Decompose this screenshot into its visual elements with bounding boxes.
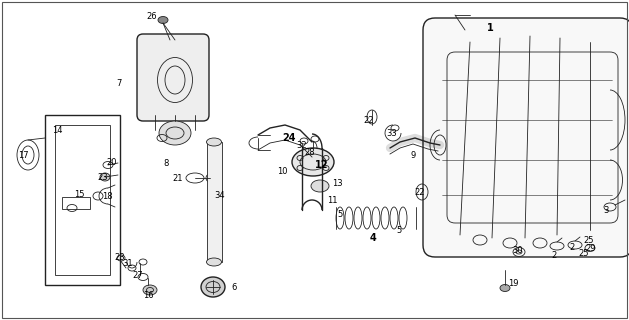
Text: 7: 7	[116, 78, 121, 87]
Ellipse shape	[311, 180, 329, 192]
Bar	[207, 142, 222, 262]
Ellipse shape	[143, 285, 157, 295]
Text: 28: 28	[304, 148, 315, 156]
Text: 26: 26	[147, 12, 157, 20]
Ellipse shape	[158, 17, 168, 23]
Text: 24: 24	[282, 133, 296, 143]
Text: 27: 27	[133, 270, 143, 279]
Ellipse shape	[100, 173, 110, 181]
FancyBboxPatch shape	[137, 34, 209, 121]
Bar	[45, 115, 120, 285]
Text: 16: 16	[143, 291, 153, 300]
Text: 19: 19	[508, 279, 518, 289]
Text: 8: 8	[164, 158, 169, 167]
Text: 12: 12	[315, 160, 329, 170]
FancyBboxPatch shape	[423, 18, 629, 257]
Text: 10: 10	[277, 166, 287, 175]
Text: 2: 2	[552, 251, 557, 260]
Ellipse shape	[206, 138, 221, 146]
Text: 33: 33	[387, 129, 398, 138]
Text: 25: 25	[579, 250, 589, 259]
Text: 34: 34	[214, 190, 225, 199]
Text: 9: 9	[410, 150, 416, 159]
Text: 29: 29	[586, 244, 596, 252]
Text: 5: 5	[337, 210, 343, 219]
Text: 5: 5	[396, 226, 402, 235]
Text: 4: 4	[370, 233, 376, 243]
Text: 3: 3	[603, 205, 609, 214]
Bar	[55, 125, 110, 275]
Ellipse shape	[201, 277, 225, 297]
Ellipse shape	[159, 121, 191, 145]
Text: 1: 1	[487, 23, 493, 33]
Text: 32: 32	[297, 140, 308, 149]
Text: 23: 23	[114, 253, 125, 262]
Text: 25: 25	[584, 236, 594, 244]
Ellipse shape	[500, 284, 510, 292]
Text: 31: 31	[123, 260, 133, 268]
Ellipse shape	[292, 148, 334, 176]
Text: 30: 30	[513, 245, 523, 254]
Text: 23: 23	[97, 172, 108, 181]
Text: 6: 6	[231, 284, 237, 292]
Text: 18: 18	[102, 191, 113, 201]
Text: 20: 20	[107, 157, 117, 166]
Ellipse shape	[206, 258, 221, 266]
Text: 14: 14	[52, 125, 62, 134]
Text: 13: 13	[331, 179, 342, 188]
Text: 11: 11	[326, 196, 337, 204]
Text: 2: 2	[569, 243, 575, 252]
Text: 22: 22	[415, 188, 425, 196]
Text: 15: 15	[74, 189, 84, 198]
Bar	[62, 197, 90, 209]
Text: 21: 21	[173, 173, 183, 182]
Text: 17: 17	[18, 150, 28, 159]
Text: 22: 22	[364, 116, 374, 124]
